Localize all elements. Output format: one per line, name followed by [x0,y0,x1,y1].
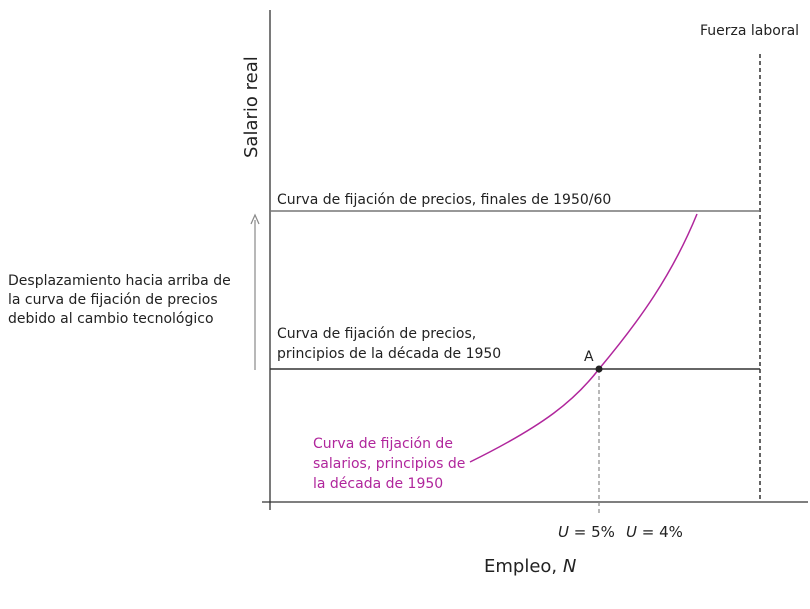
wage-setting-curve-label-2: salarios, principios de [313,456,465,472]
point-a [595,365,603,373]
wage-setting-curve [469,213,698,463]
shift-note-line-2: la curva de fijación de precios [8,292,218,308]
tick-u-5: U = 5% [558,523,615,541]
tick-u-4: U = 4% [626,523,683,541]
shift-note-line-1: Desplazamiento hacia arriba de [8,273,231,289]
price-setting-curve-early-label-2: principios de la década de 1950 [277,346,501,362]
price-setting-curve-early-label-1: Curva de fijación de precios, [277,326,476,342]
wage-setting-curve-label-1: Curva de fijación de [313,436,453,452]
shift-note-line-3: debido al cambio tecnológico [8,311,214,327]
price-setting-curve-late-label: Curva de fijación de precios, finales de… [277,192,611,208]
y-axis-title: Salario real [241,56,262,158]
labor-force-label: Fuerza laboral [700,23,799,39]
wage-setting-curve-label-3: la década de 1950 [313,476,443,492]
shift-arrow-head [250,213,260,225]
x-axis-title: Empleo, N [484,556,576,577]
point-a-label: A [584,349,594,365]
